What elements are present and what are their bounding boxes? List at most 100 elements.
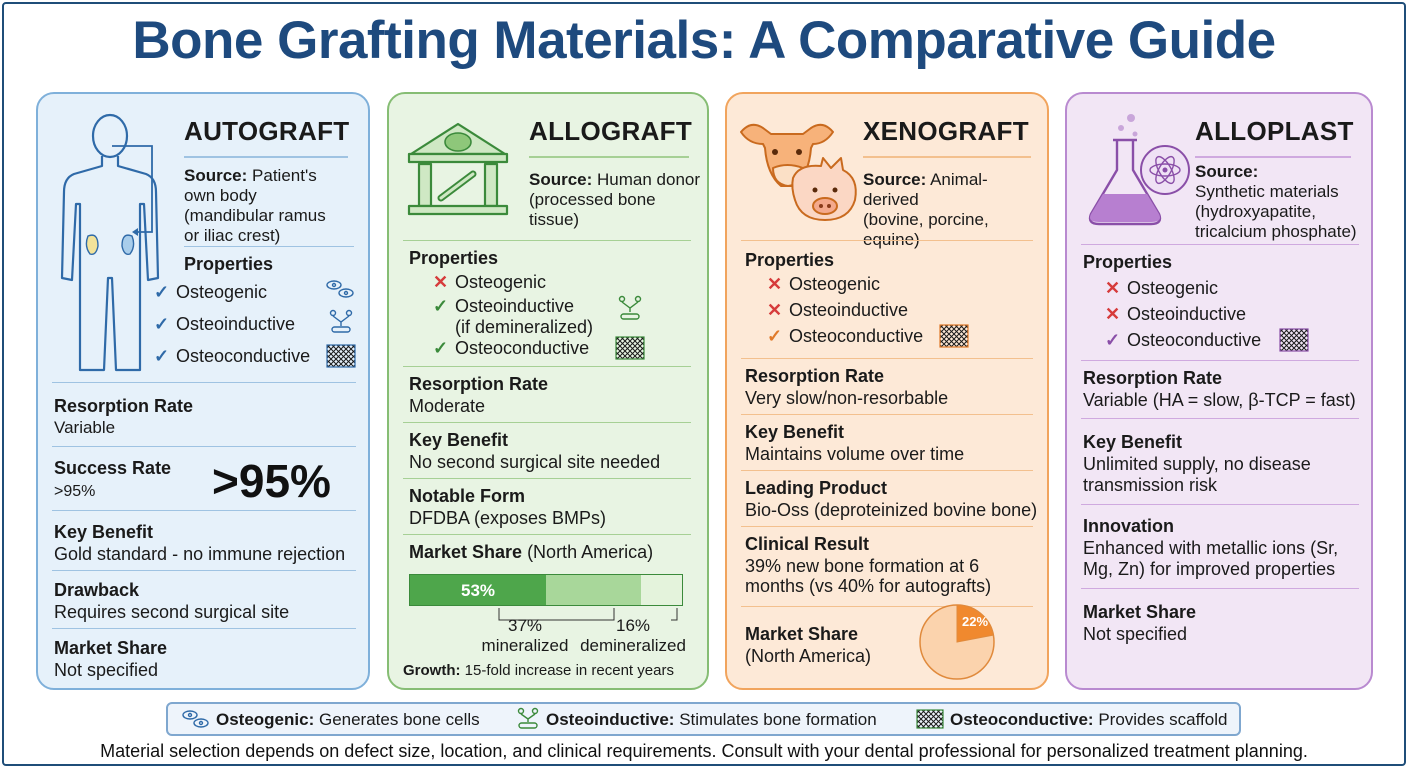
property-name: Osteogenic xyxy=(789,274,881,294)
property-item: ✕ Osteogenic xyxy=(1105,278,1218,299)
success-label: Success Rate xyxy=(54,458,172,478)
divider xyxy=(741,414,1033,415)
resorption-label: Resorption Rate xyxy=(409,374,549,394)
cross-icon: ✕ xyxy=(767,274,783,294)
legend-desc: Stimulates bone formation xyxy=(674,710,877,729)
product-label: Leading Product xyxy=(745,478,888,498)
clinical-value: 39% new bone formation at 6 months (vs 4… xyxy=(745,556,991,596)
market-label: Market Share xyxy=(1083,602,1197,622)
legend-desc: Provides scaffold xyxy=(1093,710,1228,729)
callout-value: 16% xyxy=(615,616,651,635)
property-item: ✓ Osteoconductive xyxy=(154,346,310,367)
divider xyxy=(403,534,691,535)
osteogenic-icon xyxy=(326,280,354,298)
cross-icon: ✕ xyxy=(1105,278,1121,298)
bar-segment-allograft: 53% xyxy=(410,575,546,605)
property-item: ✕ Osteogenic xyxy=(767,274,880,295)
clinical-line: months (vs 40% for autografts) xyxy=(745,576,992,596)
success-value: >95% xyxy=(54,483,96,500)
benefit-line: Unlimited supply, no disease xyxy=(1083,454,1311,474)
divider xyxy=(741,606,1033,607)
market-label: Market Share xyxy=(745,624,859,644)
divider xyxy=(52,628,356,629)
benefit-line: transmission risk xyxy=(1083,475,1218,495)
osteoconductive-icon xyxy=(1279,328,1309,352)
legend-desc: Generates bone cells xyxy=(314,710,480,729)
source-label: Source: xyxy=(1195,162,1259,181)
allograft-heading: ALLOGRAFT xyxy=(529,116,693,146)
benefit-value: No second surgical site needed xyxy=(409,452,661,472)
property-name: Osteogenic xyxy=(1127,278,1219,298)
osteoconductive-icon xyxy=(916,709,944,729)
property-item: ✕ Osteogenic xyxy=(433,272,546,293)
allograft-card: ALLOGRAFT Source: Human donor (processed… xyxy=(387,92,709,690)
divider xyxy=(52,382,356,383)
benefit-label: Key Benefit xyxy=(745,422,845,442)
alloplast-card: ALLOPLAST Source: Synthetic materials (h… xyxy=(1065,92,1373,690)
divider xyxy=(403,422,691,423)
form-value: DFDBA (exposes BMPs) xyxy=(409,508,607,528)
source-text: tricalcium phosphate) xyxy=(1195,222,1357,241)
divider xyxy=(52,446,356,447)
cross-icon: ✕ xyxy=(433,272,449,292)
properties-label: Properties xyxy=(745,250,835,270)
divider xyxy=(1081,418,1359,419)
legend-item-osteogenic: Osteogenic: Generates bone cells xyxy=(216,710,480,730)
flask-atom-icon xyxy=(1088,114,1190,226)
cow-pig-icon xyxy=(740,123,857,221)
source-text: Synthetic materials xyxy=(1195,182,1339,201)
source-text: or iliac crest) xyxy=(184,226,281,245)
clinical-label: Clinical Result xyxy=(745,534,870,554)
human-body-icon xyxy=(60,113,160,372)
legend: Osteogenic: Generates bone cells Osteoin… xyxy=(166,702,1241,736)
demineralized-callout: 16% demineralized xyxy=(579,616,687,656)
check-icon: ✓ xyxy=(767,326,783,346)
source-text: (hydroxyapatite, xyxy=(1195,202,1316,221)
osteoconductive-icon xyxy=(615,336,645,360)
divider xyxy=(52,570,356,571)
market-share-pie: 22% xyxy=(919,604,995,680)
xenograft-heading: XENOGRAFT xyxy=(863,116,1029,146)
source-text: Human donor xyxy=(592,170,701,189)
property-name: Osteoconductive xyxy=(176,346,311,366)
divider xyxy=(1081,360,1359,361)
footer-note: Material selection depends on defect siz… xyxy=(100,741,1308,761)
property-item: ✓ Osteoinductive (if demineralized) xyxy=(433,296,593,338)
check-icon: ✓ xyxy=(154,314,170,334)
success-rate-highlight: >95% xyxy=(212,455,331,507)
cross-icon: ✕ xyxy=(1105,304,1121,324)
legend-term: Osteoconductive: xyxy=(950,710,1094,729)
source-text: (mandibular ramus xyxy=(184,206,326,225)
property-name: Osteoinductive xyxy=(176,314,296,334)
growth-note: Growth: 15-fold increase in recent years xyxy=(403,662,674,679)
source-text: Patient's xyxy=(247,166,317,185)
properties-label: Properties xyxy=(1083,252,1173,272)
legend-term: Osteogenic: xyxy=(216,710,315,729)
drawback-label: Drawback xyxy=(54,580,140,600)
source-text: Animal-derived xyxy=(863,170,988,209)
legend-term: Osteoinductive: xyxy=(546,710,675,729)
source-text: tissue) xyxy=(529,210,580,229)
market-region: (North America) xyxy=(745,646,872,666)
source-text: own body xyxy=(184,186,257,205)
heading-underline xyxy=(863,156,1031,158)
divider xyxy=(403,240,691,241)
property-name: Osteoinductive xyxy=(1127,304,1247,324)
bar-callout-lines xyxy=(498,608,678,621)
property-item: ✓ Osteogenic xyxy=(154,282,267,303)
source-label: Source: xyxy=(529,170,593,189)
xenograft-source: Source: Animal-derived (bovine, porcine,… xyxy=(863,170,1043,250)
osteogenic-icon xyxy=(182,710,209,728)
source-text: (bovine, porcine, xyxy=(863,210,989,229)
bar-segment-demineralized xyxy=(640,575,682,605)
callout-value: 37% xyxy=(507,616,543,635)
bar-segment-mineralized xyxy=(546,575,641,605)
market-share-bar: 53% xyxy=(409,574,683,606)
heading-underline xyxy=(184,156,348,158)
product-value: Bio-Oss (deproteinized bovine bone) xyxy=(745,500,1038,520)
benefit-value: Gold standard - no immune rejection xyxy=(54,544,346,564)
market-label: Market Share xyxy=(409,542,523,562)
resorption-value: Very slow/non-resorbable xyxy=(745,388,949,408)
divider xyxy=(1081,244,1359,245)
divider xyxy=(741,358,1033,359)
